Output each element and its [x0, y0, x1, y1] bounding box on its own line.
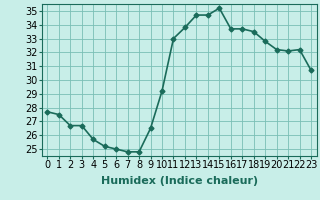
X-axis label: Humidex (Indice chaleur): Humidex (Indice chaleur): [100, 176, 258, 186]
